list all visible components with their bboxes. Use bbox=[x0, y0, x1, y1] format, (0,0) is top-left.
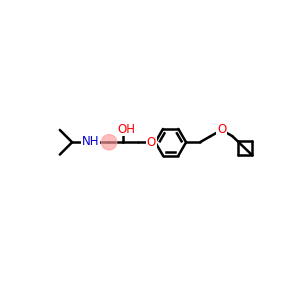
Circle shape bbox=[101, 135, 117, 150]
Text: NH: NH bbox=[82, 135, 99, 148]
Text: O: O bbox=[147, 136, 156, 149]
Text: OH: OH bbox=[117, 123, 135, 136]
Text: O: O bbox=[217, 123, 226, 136]
